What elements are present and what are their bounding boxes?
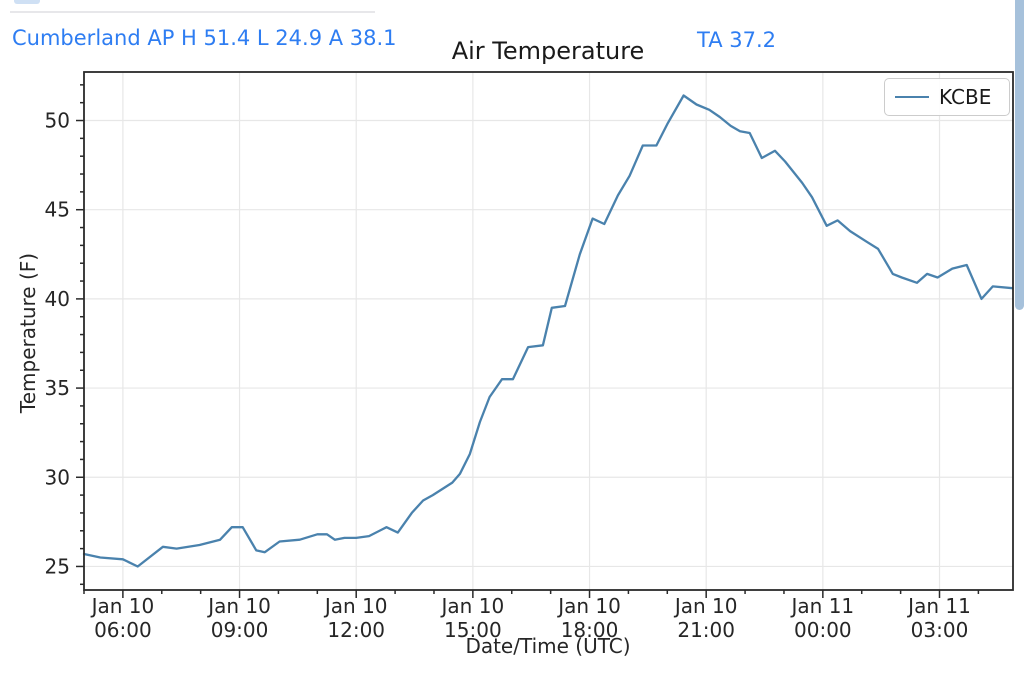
x-axis-tick-label: Jan 10 21:00 <box>673 594 738 642</box>
y-axis-tick-label: 45 <box>45 198 70 222</box>
y-axis-tick-label: 40 <box>45 287 70 311</box>
legend-label: KCBE <box>939 85 992 109</box>
y-axis-tick-label: 25 <box>45 554 70 578</box>
x-axis-tick-label: Jan 10 15:00 <box>440 594 505 642</box>
chart-title: Air Temperature <box>451 37 645 65</box>
y-axis-tick-label: 35 <box>45 376 70 400</box>
top-left-artifact <box>14 0 40 4</box>
y-axis-label: Temperature (F) <box>16 252 40 414</box>
temperature-line <box>82 94 1014 568</box>
vertical-scrollbar-thumb[interactable] <box>1015 0 1024 310</box>
y-axis-tick-label: 30 <box>45 465 70 489</box>
x-axis-tick-label: Jan 10 06:00 <box>90 594 155 642</box>
tick-labels: 25 30 35 40 45 50 Jan 10 06:00 Jan 10 09:00 Jan 10… <box>45 109 971 642</box>
legend-line-sample <box>895 96 929 98</box>
plot-border <box>83 71 1014 591</box>
x-axis-tick-label: Jan 10 09:00 <box>206 594 271 642</box>
x-axis-tick-label: Jan 10 18:00 <box>556 594 621 642</box>
gridlines <box>84 72 1013 590</box>
legend: KCBE <box>884 78 1010 116</box>
station-summary: Cumberland AP H 51.4 L 24.9 A 38.1 <box>12 26 397 50</box>
x-axis-tick-label: Jan 11 03:00 <box>906 594 971 642</box>
x-axis-tick-label: Jan 10 12:00 <box>323 594 388 642</box>
x-axis-label: Date/Time (UTC) <box>465 634 631 658</box>
current-temp-reading: TA 37.2 <box>697 28 776 52</box>
y-axis-tick-label: 50 <box>45 109 70 133</box>
x-axis-tick-label: Jan 11 00:00 <box>790 594 855 642</box>
axis-ticks <box>76 84 980 598</box>
top-divider-line <box>10 11 375 13</box>
